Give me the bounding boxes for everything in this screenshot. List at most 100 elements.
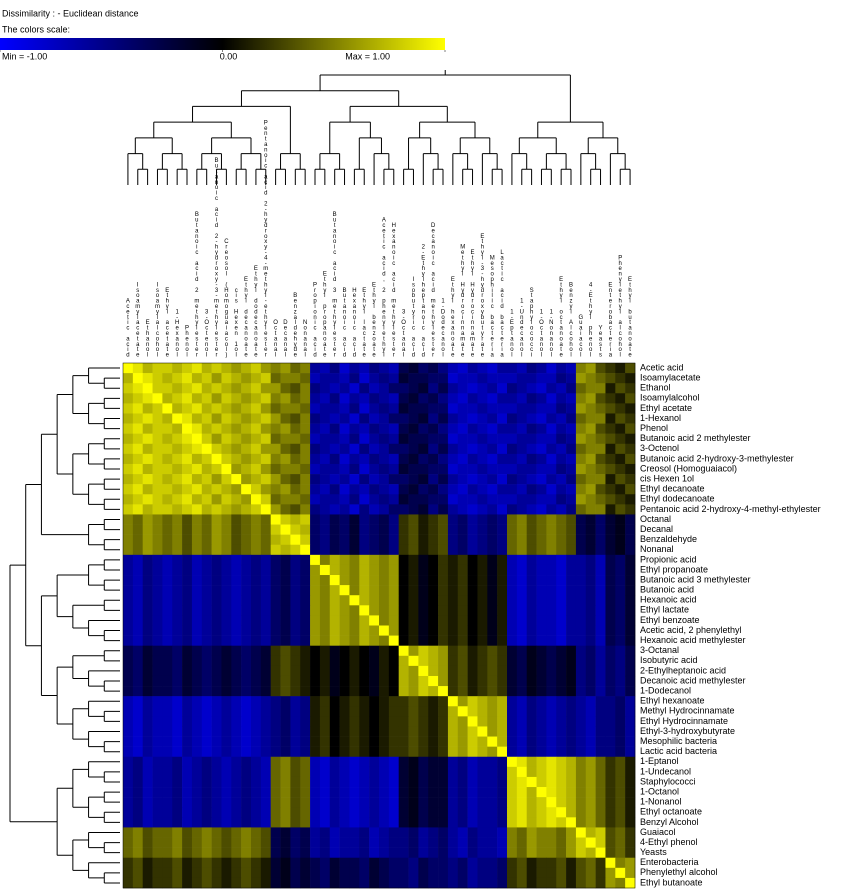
heatmap-cell: [516, 837, 527, 848]
heatmap-cell: [536, 736, 547, 747]
heatmap-cell: [467, 696, 478, 707]
heatmap-cell: [526, 686, 537, 697]
heatmap-cell: [497, 837, 508, 848]
heatmap-cell: [575, 766, 587, 778]
heatmap-cell: [310, 756, 321, 768]
heatmap-cell: [605, 736, 616, 747]
heatmap-cell: [615, 867, 626, 879]
heatmap-cell: [497, 575, 508, 586]
heatmap-cell: [280, 877, 291, 889]
heatmap-cell: [526, 413, 537, 424]
heatmap-cell: [191, 423, 203, 434]
heatmap-cell: [398, 746, 409, 758]
heatmap-cell: [359, 766, 370, 778]
heatmap-cell: [408, 776, 419, 788]
heatmap-cell: [260, 494, 271, 505]
heatmap-cell: [280, 605, 291, 616]
heatmap-cell: [438, 807, 449, 818]
heatmap-cell: [418, 575, 429, 586]
heatmap-cell: [319, 544, 331, 556]
heatmap-cell: [359, 655, 370, 667]
heatmap-cell: [438, 706, 449, 717]
heatmap-cell: [231, 797, 242, 808]
heatmap-cell: [507, 363, 518, 374]
heatmap-cell: [123, 857, 134, 869]
heatmap-cell: [201, 847, 212, 859]
heatmap-cell: [526, 756, 537, 768]
heatmap-cell: [280, 524, 291, 535]
heatmap-cell: [231, 787, 242, 798]
heatmap-cell: [241, 766, 252, 778]
heatmap-cell: [438, 847, 449, 859]
heatmap-cell: [123, 605, 134, 616]
heatmap-cell: [123, 675, 134, 687]
heatmap-cell: [388, 776, 399, 788]
heatmap-cell: [625, 564, 636, 576]
heatmap-cell: [221, 625, 232, 636]
heatmap-cell: [329, 716, 340, 727]
heatmap-cell: [388, 665, 399, 677]
heatmap-cell: [191, 797, 203, 808]
heatmap-cell: [211, 766, 222, 778]
heatmap-cell: [142, 494, 153, 505]
column-label: cis Hexen 1ol: [233, 288, 239, 358]
heatmap-cell: [447, 827, 459, 838]
heatmap-cell: [300, 443, 311, 455]
heatmap-cell: [290, 595, 301, 606]
heatmap-cell: [418, 635, 429, 646]
heatmap-cell: [300, 635, 311, 646]
heatmap-cell: [487, 393, 498, 404]
heatmap-cell: [379, 373, 390, 384]
heatmap-cell: [388, 514, 399, 525]
heatmap-cell: [191, 564, 203, 576]
heatmap-cell: [172, 585, 183, 596]
heatmap-cell: [477, 797, 488, 808]
heatmap-cell: [595, 453, 606, 465]
chart-title: Dissimilarity : - Euclidean distance: [2, 8, 139, 18]
heatmap-cell: [201, 787, 212, 798]
heatmap-cell: [201, 363, 212, 374]
heatmap-cell: [132, 413, 143, 424]
heatmap-cell: [516, 504, 527, 515]
heatmap-cell: [497, 665, 508, 677]
heatmap-cell: [497, 534, 508, 546]
heatmap-cell: [290, 726, 301, 737]
heatmap-cell: [251, 645, 262, 657]
heatmap-cell: [536, 655, 547, 667]
heatmap-cell: [359, 877, 370, 889]
column-label: Isobutyric acid: [410, 277, 416, 358]
heatmap-cell: [595, 736, 606, 747]
heatmap-cell: [339, 474, 350, 485]
heatmap-cell: [329, 443, 340, 455]
heatmap-cell: [625, 807, 636, 818]
heatmap-cell: [467, 554, 478, 566]
heatmap-cell: [182, 363, 193, 374]
heatmap-cell: [428, 393, 439, 404]
heatmap-cell: [310, 585, 321, 596]
heatmap-cell: [625, 827, 636, 838]
heatmap-cell: [142, 837, 153, 848]
heatmap-cell: [438, 625, 449, 636]
heatmap-cell: [379, 494, 390, 505]
heatmap-cell: [379, 484, 390, 495]
heatmap-cell: [172, 655, 183, 667]
heatmap-cell: [507, 484, 518, 495]
heatmap-cell: [615, 595, 626, 606]
heatmap-cell: [447, 463, 459, 475]
row-label: 3-Octanal: [640, 645, 679, 655]
heatmap-cell: [516, 827, 527, 838]
heatmap-cell: [526, 514, 537, 525]
heatmap-cell: [231, 857, 242, 869]
heatmap-cell: [369, 463, 380, 475]
heatmap-cell: [477, 484, 488, 495]
heatmap-cell: [300, 787, 311, 798]
heatmap-cell: [536, 474, 547, 485]
heatmap-cell: [182, 877, 193, 889]
heatmap-cell: [369, 514, 380, 525]
heatmap-cell: [152, 877, 163, 889]
heatmap-cell: [497, 504, 508, 515]
heatmap-cell: [231, 595, 242, 606]
heatmap-cell: [457, 696, 468, 707]
heatmap-cell: [526, 837, 537, 848]
heatmap-cell: [507, 807, 518, 818]
